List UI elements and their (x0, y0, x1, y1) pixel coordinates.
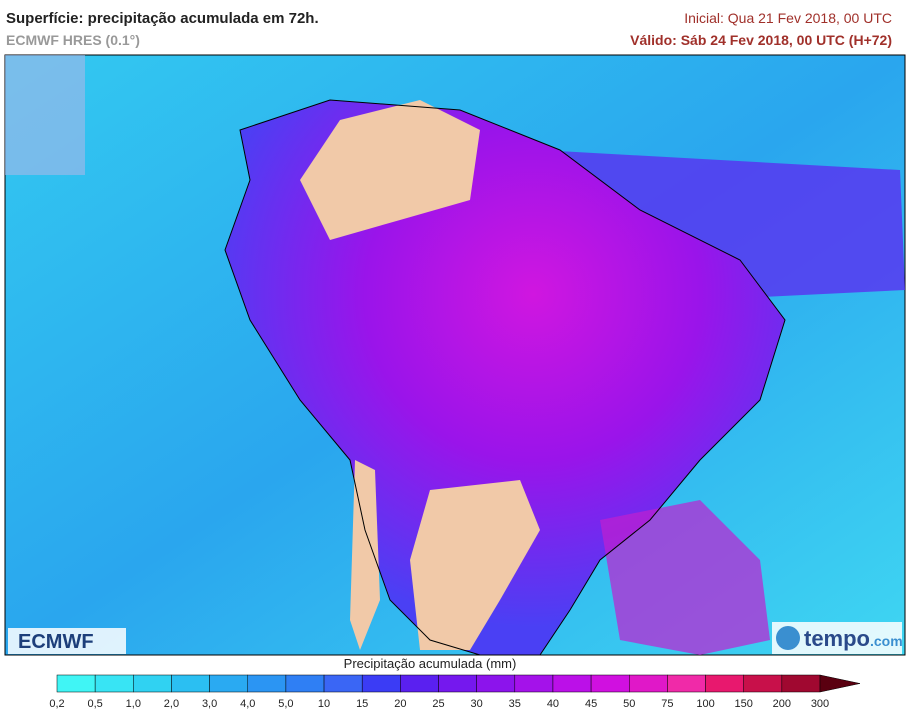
colorbar-tick-label: 5,0 (278, 698, 293, 710)
legend-label: Precipitação acumulada (mm) (344, 656, 517, 671)
colorbar-tick-label: 150 (735, 698, 753, 710)
colorbar-box (743, 674, 783, 693)
subtitle: ECMWF HRES (0.1°) (6, 32, 140, 48)
coastline (224, 99, 786, 656)
itcz-band (540, 150, 905, 300)
colorbar-tick-label: 2,0 (164, 698, 179, 710)
valid-time: Válido: Sáb 24 Fev 2018, 00 UTC (H+72) (630, 32, 892, 48)
colorbar-box (438, 674, 477, 693)
colorbar-box (400, 674, 439, 693)
colorbar-tick-label: 25 (432, 698, 444, 710)
colorbar-box (590, 674, 630, 693)
colorbar-box (552, 674, 592, 693)
colorbar-tick-label: 30 (471, 698, 483, 710)
colorbar-box (705, 674, 744, 693)
colorbar-tick-label: 0,5 (88, 698, 103, 710)
ecmwf-logo-bg (8, 628, 126, 654)
colorbar-tick-label: 300 (811, 698, 829, 710)
dry-land (350, 460, 380, 650)
ecmwf-logo: ECMWF (18, 631, 94, 653)
colorbar-box (56, 674, 96, 693)
colorbar-box (133, 674, 172, 693)
tempo-logo: tempo.com (804, 626, 903, 651)
colorbar-arrow (819, 674, 861, 693)
map: ECMWF tempo.com (4, 54, 906, 656)
colorbar-box (629, 674, 668, 693)
colorbar-box (667, 674, 706, 693)
colorbar-tick-label: 1,0 (126, 698, 141, 710)
dry-area (5, 55, 85, 175)
colorbar-tick-label: 15 (356, 698, 368, 710)
colorbar-tick-label: 20 (394, 698, 406, 710)
colorbar-box (361, 674, 401, 693)
colorbar-box (514, 674, 554, 693)
colorbar: 0,2 0,5 1,0 2,0 3,0 4,0 5,0 10 15 20 25 30 35 40 45 50 7… (49, 674, 861, 710)
colorbar-tick-label: 3,0 (202, 698, 217, 710)
colorbar-box (781, 674, 821, 693)
colorbar-box (323, 674, 363, 693)
init-time: Inicial: Qua 21 Fev 2018, 00 UTC (684, 10, 892, 26)
colorbar-box (476, 674, 516, 693)
colorbar-box (285, 674, 325, 693)
colorbar-box (247, 674, 287, 693)
colorbar-tick-label: 10 (318, 698, 330, 710)
colorbar-tick-label: 100 (696, 698, 714, 710)
dry-land (300, 100, 480, 240)
colorbar-tick-label: 45 (585, 698, 597, 710)
colorbar-box (94, 674, 134, 693)
colorbar-tick-label: 4,0 (240, 698, 255, 710)
colorbar-tick-label: 35 (509, 698, 521, 710)
colorbar-tick-label: 200 (773, 698, 791, 710)
ocean-rain (600, 500, 770, 655)
dry-land (410, 480, 540, 650)
colorbar-tick-label: 0,2 (49, 698, 64, 710)
colorbar-box (209, 674, 249, 693)
tempo-icon (776, 626, 800, 650)
title: Superfície: precipitação acumulada em 72… (6, 10, 319, 27)
colorbar-tick-label: 40 (547, 698, 559, 710)
colorbar-tick-label: 75 (661, 698, 673, 710)
colorbar-tick-label: 50 (623, 698, 635, 710)
colorbar-box (171, 674, 210, 693)
